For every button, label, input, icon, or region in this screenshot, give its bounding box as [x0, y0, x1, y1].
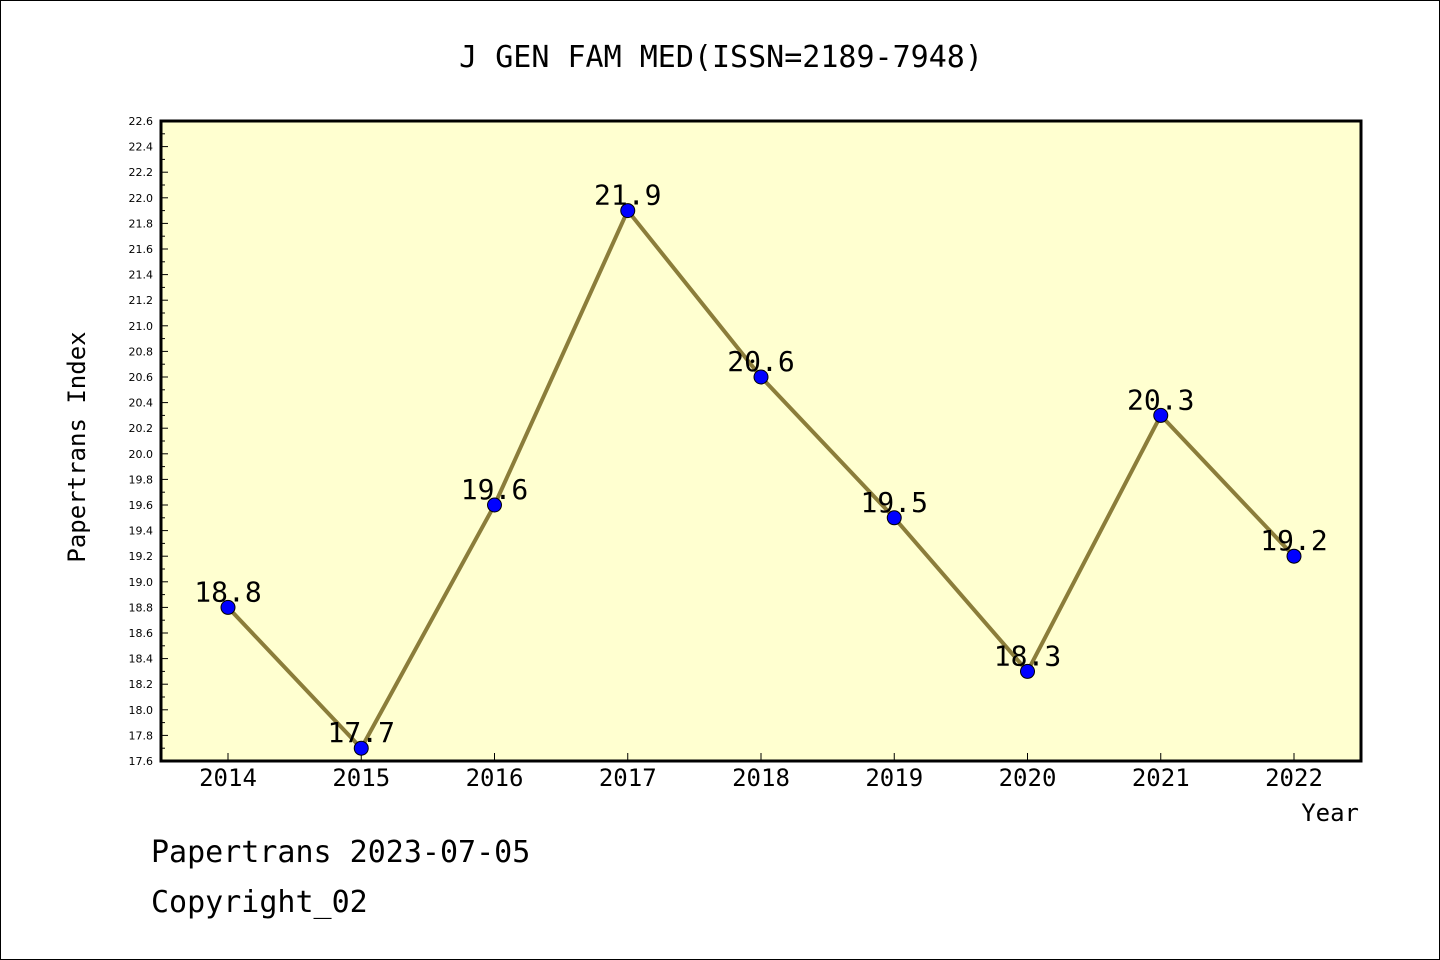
y-tick-label: 22.6 [129, 115, 154, 128]
x-axis: 2014 2015 2016 2017 2018 2019 2020 2021 2022 [199, 753, 1323, 792]
y-tick-label: 19.2 [129, 550, 154, 563]
y-tick-label: 20.4 [129, 397, 154, 410]
data-point [1020, 663, 1035, 679]
data-label: 17.7 [328, 716, 395, 749]
data-point [353, 740, 369, 756]
chart-title: J GEN FAM MED(ISSN=2189-7948) [459, 40, 983, 75]
x-tick-label: 2022 [1265, 764, 1323, 792]
x-tick-label: 2018 [732, 764, 790, 792]
data-point [886, 510, 902, 526]
y-tick-label: 21.0 [129, 320, 154, 333]
y-tick-label: 19.6 [129, 499, 154, 512]
y-tick-label: 21.6 [129, 243, 154, 256]
y-tick-label: 20.6 [129, 371, 154, 384]
y-tick-label: 22.0 [129, 192, 154, 205]
data-label: 20.3 [1127, 383, 1194, 416]
x-tick-label: 2017 [599, 764, 657, 792]
y-tick-label: 17.8 [129, 729, 154, 742]
y-tick-label: 22.2 [129, 166, 154, 179]
x-tick-label: 2021 [1132, 764, 1190, 792]
data-label: 19.5 [861, 486, 928, 519]
data-label: 21.9 [594, 179, 661, 212]
data-label: 19.6 [461, 473, 528, 506]
y-tick-label: 17.6 [129, 755, 154, 768]
data-labels: 18.8 17.7 19.6 21.9 20.6 19.5 18.3 20.3 19.2 [194, 179, 1327, 750]
data-point [487, 497, 502, 513]
x-tick-label: 2016 [466, 764, 524, 792]
data-point [1286, 548, 1302, 564]
x-tick-label: 2015 [332, 764, 390, 792]
data-label: 18.8 [194, 575, 261, 608]
y-axis: 17.6 17.8 18.0 18.2 18.4 18.6 18.8 19.0 19.2 19.4… [129, 115, 168, 768]
y-tick-label: 19.4 [129, 525, 154, 538]
y-tick-label: 20.0 [129, 448, 154, 461]
y-axis-label: Papertrans Index [63, 331, 91, 562]
copyright-text: Copyright_02 [151, 885, 368, 920]
y-tick-label: 20.8 [129, 345, 154, 358]
y-tick-label: 21.8 [129, 217, 154, 230]
data-label: 19.2 [1260, 524, 1327, 557]
x-tick-label: 2014 [199, 764, 257, 792]
data-label: 20.6 [727, 345, 794, 378]
date-stamp: Papertrans 2023-07-05 [151, 835, 531, 870]
x-axis-label: Year [1301, 799, 1359, 827]
data-point [220, 599, 236, 615]
y-tick-label: 18.6 [129, 627, 154, 640]
y-tick-label: 18.4 [129, 653, 154, 666]
y-tick-label: 21.2 [129, 294, 154, 307]
series-line-group [220, 203, 1302, 756]
plot-area [159, 119, 1363, 763]
y-tick-label: 18.0 [129, 704, 154, 717]
data-point [620, 203, 636, 219]
data-point [1153, 407, 1169, 423]
x-tick-label: 2020 [999, 764, 1057, 792]
y-tick-label: 18.2 [129, 678, 154, 691]
y-tick-label: 21.4 [129, 269, 154, 282]
x-tick-label: 2019 [865, 764, 923, 792]
data-label: 18.3 [994, 639, 1061, 672]
y-tick-label: 19.8 [129, 473, 154, 486]
y-tick-label: 19.0 [129, 576, 154, 589]
y-tick-label: 20.2 [129, 422, 154, 435]
y-tick-label: 22.4 [129, 141, 154, 154]
data-point [753, 369, 769, 385]
y-tick-label: 18.8 [129, 601, 154, 614]
